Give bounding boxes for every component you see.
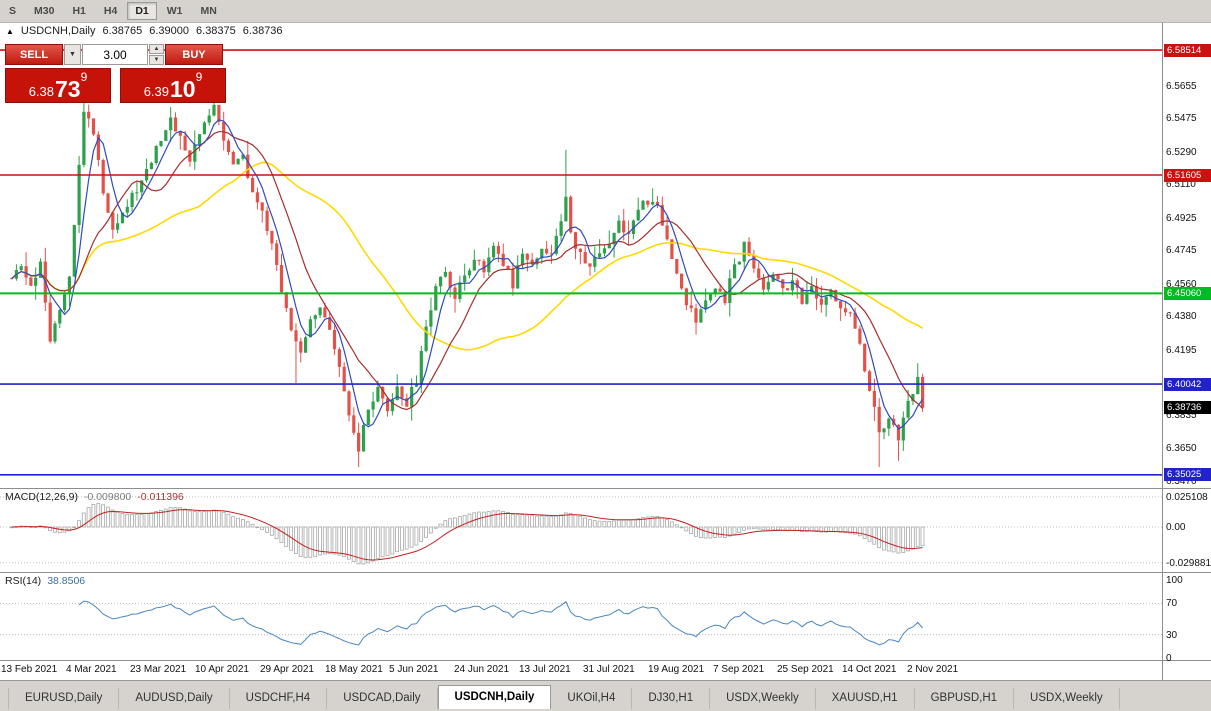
chart-tab-usdchf[interactable]: USDCHF,H4 — [230, 688, 328, 709]
chart-tab-audusd[interactable]: AUDUSD,Daily — [119, 688, 230, 709]
volume-down-button[interactable]: ▼ — [149, 55, 164, 65]
volume-up-button[interactable]: ▲ — [149, 44, 164, 54]
chart-tab-bar: EURUSD,Daily AUDUSD,Daily USDCHF,H4 USDCAD,… — [0, 680, 1211, 711]
chart-tab-usdcad[interactable]: USDCAD,Daily — [327, 688, 438, 709]
buy-price-prefix: 6.39 — [143, 84, 170, 99]
chart-symbol-label: USDCNH,Daily — [20, 25, 96, 37]
candlestick-series — [10, 68, 925, 468]
chart-tab-dj30[interactable]: DJ30,H1 — [632, 688, 711, 709]
sell-price-display[interactable]: 6.38 73 9 — [5, 68, 111, 103]
chart-tab-usdx[interactable]: USDX,Weekly — [1014, 688, 1120, 709]
timeframe-button-d1[interactable]: D1 — [127, 2, 157, 20]
chevron-down-icon: ▼ — [69, 51, 76, 58]
quote-low: 6.38375 — [196, 25, 236, 37]
volume-dropdown-button[interactable]: ▼ — [64, 44, 81, 65]
slow-ma-line — [11, 161, 924, 351]
chart-tab-ukoil[interactable]: UKOil,H4 — [551, 688, 633, 709]
volume-input[interactable] — [82, 44, 148, 65]
macd-name: MACD(12,26,9) — [5, 491, 78, 503]
chart-header: ▲ USDCNH,Daily 6.38765 6.39000 6.38375 6… — [6, 25, 283, 37]
fast-ma-line — [11, 119, 924, 430]
chevron-down-icon: ▼ — [153, 57, 160, 63]
timeframe-button-h1[interactable]: H1 — [64, 2, 93, 20]
volume-stepper: ▲ ▼ — [149, 44, 164, 65]
rsi-line — [78, 600, 923, 646]
chevron-up-icon: ▲ — [153, 46, 160, 52]
macd-main-value: -0.009800 — [83, 491, 132, 503]
sell-price-point: 9 — [80, 70, 88, 84]
timeframe-button-mn[interactable]: MN — [193, 2, 225, 20]
sell-price-pips: 73 — [55, 76, 81, 102]
quote-close: 6.38736 — [242, 25, 283, 37]
buy-button[interactable]: BUY — [165, 44, 223, 65]
timeframe-button-w1[interactable]: W1 — [159, 2, 191, 20]
timeframe-toolbar: S M30 H1 H4 D1 W1 MN — [0, 0, 1211, 23]
buy-price-point: 9 — [195, 70, 203, 84]
timeframe-button-m30[interactable]: M30 — [26, 2, 62, 20]
macd-signal-value: -0.011396 — [137, 491, 184, 503]
quote-open: 6.38765 — [102, 25, 143, 37]
macd-signal-line — [11, 509, 923, 561]
timeframe-button-h4[interactable]: H4 — [96, 2, 125, 20]
rsi-label: RSI(14) 38.8506 — [5, 575, 85, 587]
rsi-value: 38.8506 — [47, 575, 86, 587]
sell-price-prefix: 6.38 — [28, 84, 55, 99]
quote-high: 6.39000 — [149, 25, 190, 37]
chart-tab-eurusd[interactable]: EURUSD,Daily — [8, 688, 120, 709]
buy-price-pips: 10 — [170, 76, 196, 102]
chart-tab-xauusd[interactable]: XAUUSD,H1 — [816, 688, 915, 709]
object-marker-icon: ▲ — [6, 26, 14, 36]
rsi-name: RSI(14) — [5, 575, 42, 587]
buy-price-display[interactable]: 6.39 10 9 — [120, 68, 226, 103]
macd-label: MACD(12,26,9) -0.009800 -0.011396 — [5, 491, 184, 503]
chart-tab-usdx[interactable]: USDX,Weekly — [710, 688, 816, 709]
chart-tab-usdcnh[interactable]: USDCNH,Daily — [437, 685, 552, 709]
chart-tab-gbpusd[interactable]: GBPUSD,H1 — [915, 688, 1015, 709]
timeframe-button-s[interactable]: S — [1, 2, 24, 20]
sell-button[interactable]: SELL — [5, 44, 63, 65]
